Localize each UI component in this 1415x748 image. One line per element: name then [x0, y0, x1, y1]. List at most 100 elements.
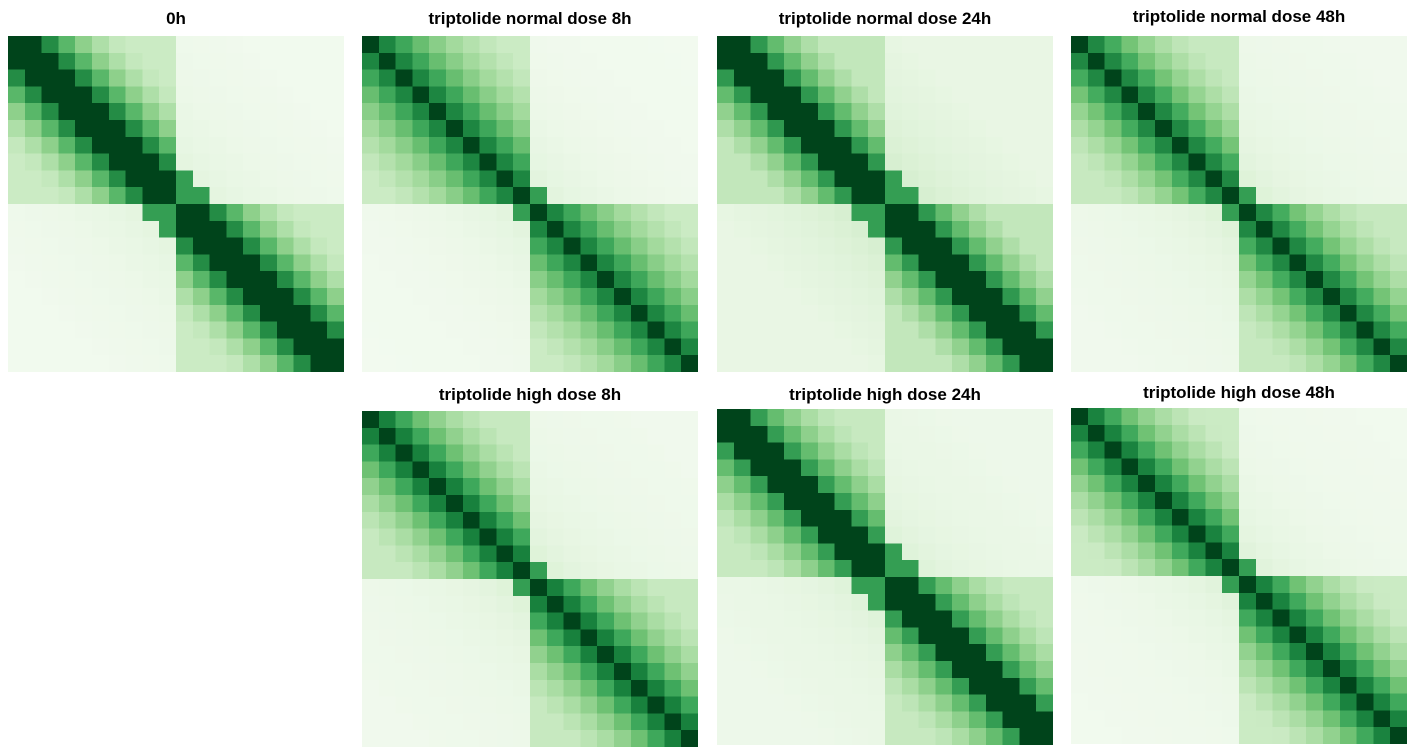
heatmap-cell — [446, 478, 464, 496]
heatmap-cell — [513, 103, 531, 121]
heatmap-cell — [851, 321, 869, 339]
heatmap-cell — [479, 187, 497, 205]
heatmap-cell — [767, 543, 785, 561]
heatmap-cell — [750, 644, 768, 662]
heatmap-cell — [1019, 560, 1037, 578]
heatmap-cell — [1104, 153, 1122, 171]
heatmap-cell — [446, 254, 464, 272]
heatmap-cell — [985, 69, 1004, 87]
heatmap-cell — [378, 204, 397, 222]
heatmap-cell — [1002, 338, 1020, 356]
heatmap-cell — [1087, 136, 1106, 155]
heatmap-cell — [868, 52, 886, 71]
heatmap-cell — [563, 187, 581, 205]
heatmap-cell — [1171, 508, 1190, 527]
heatmap-cell — [1071, 288, 1089, 306]
heatmap-cell — [1272, 187, 1290, 205]
heatmap-cell — [1188, 626, 1206, 644]
heatmap-cell — [985, 560, 1004, 578]
heatmap-cell — [496, 663, 514, 681]
heatmap-cell — [1087, 576, 1106, 594]
heatmap-cell — [969, 237, 987, 255]
heatmap-cell — [647, 304, 665, 323]
heatmap-cell — [260, 187, 278, 205]
heatmap-cell — [1390, 626, 1407, 644]
heatmap-cell — [834, 304, 852, 323]
heatmap-cell — [546, 629, 565, 647]
heatmap-cell — [546, 86, 565, 104]
heatmap-cell — [750, 560, 768, 578]
heatmap-cell — [75, 237, 93, 255]
heatmap-cell — [969, 52, 987, 71]
heatmap-cell — [750, 86, 768, 104]
heatmap-cell — [412, 713, 430, 731]
heatmap-cell — [1272, 103, 1290, 121]
heatmap-cell — [530, 355, 548, 372]
heatmap-cell — [952, 677, 970, 696]
heatmap-cell — [767, 425, 785, 444]
heatmap-cell — [1138, 170, 1156, 188]
heatmap-cell — [378, 478, 397, 496]
heatmap-cell — [530, 663, 548, 681]
heatmap-cell — [1138, 338, 1156, 356]
heatmap-cell — [1222, 36, 1240, 54]
heatmap-cell — [462, 271, 481, 289]
heatmap-cell — [1188, 693, 1206, 711]
heatmap-cell — [1121, 271, 1139, 289]
heatmap-cell — [1239, 441, 1257, 459]
heatmap-cell — [1373, 170, 1391, 188]
heatmap-cell — [1205, 492, 1223, 510]
heatmap-cell — [630, 478, 649, 496]
heatmap-cell — [750, 543, 768, 561]
heatmap-cell — [1289, 609, 1307, 627]
heatmap-cell — [1104, 727, 1122, 744]
heatmap-cell — [1188, 153, 1206, 171]
heatmap-cell — [1222, 592, 1240, 611]
heatmap-cell — [1222, 204, 1240, 222]
heatmap-cell — [1255, 424, 1274, 443]
heatmap-cell — [176, 321, 194, 339]
heatmap-cell — [192, 220, 211, 239]
heatmap-cell — [1339, 69, 1358, 87]
heatmap-cell — [125, 304, 143, 323]
heatmap-cell — [243, 36, 261, 54]
heatmap-cell — [446, 646, 464, 664]
heatmap-cell — [717, 120, 735, 138]
heatmap-cell — [24, 187, 43, 205]
heatmap-cell — [952, 220, 970, 239]
heatmap-cell — [159, 304, 177, 323]
heatmap-cell — [327, 220, 344, 239]
heatmap-cell — [1356, 321, 1374, 339]
heatmap-cell — [750, 321, 768, 339]
heatmap-cell — [1323, 136, 1341, 155]
heatmap-cell — [563, 220, 581, 239]
heatmap-cell — [8, 136, 26, 155]
heatmap-cell — [513, 612, 531, 630]
heatmap-cell — [834, 543, 852, 561]
heatmap-cell — [1188, 643, 1206, 661]
heatmap-cell — [479, 730, 497, 747]
heatmap-cell — [1155, 52, 1173, 71]
heatmap-cell — [918, 86, 936, 104]
heatmap-cell — [1036, 271, 1053, 289]
heatmap-cell — [1306, 136, 1324, 155]
heatmap-cell — [1104, 52, 1122, 71]
heatmap-cell — [901, 677, 920, 696]
heatmap-cell — [1087, 120, 1106, 138]
heatmap-cell — [733, 694, 752, 712]
heatmap-cell — [176, 36, 194, 54]
heatmap-cell — [513, 120, 531, 138]
heatmap-cell — [58, 288, 76, 306]
heatmap-cell — [647, 204, 665, 222]
heatmap-cell — [952, 254, 970, 272]
heatmap-cell — [209, 204, 227, 222]
heatmap-cell — [513, 495, 531, 513]
heatmap-cell — [1239, 458, 1257, 476]
heatmap-cell — [580, 663, 598, 681]
heatmap-cell — [614, 36, 632, 54]
heatmap-cell — [310, 136, 328, 155]
heatmap-cell — [1222, 321, 1240, 339]
heatmap-cell — [801, 409, 819, 427]
heatmap-cell — [851, 136, 869, 155]
heatmap-cell — [733, 593, 752, 612]
